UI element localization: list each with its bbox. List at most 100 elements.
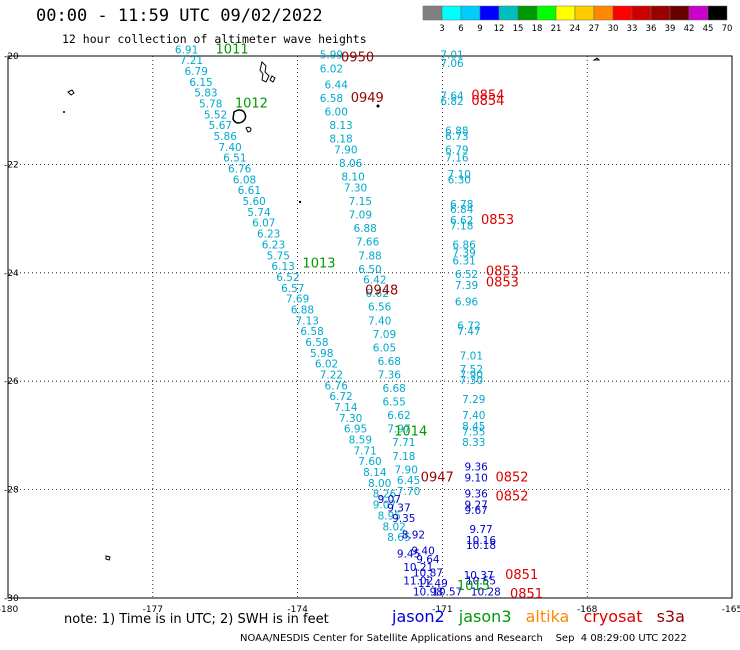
legend-swatch: [669, 5, 690, 21]
wave-height-jason2: 10.55: [466, 575, 496, 587]
wave-height-jason3: 8.33: [462, 437, 485, 449]
legend-swatch: [707, 5, 728, 21]
legend-swatch: [498, 5, 519, 21]
wave-height-jason2: 8.92: [402, 529, 425, 541]
axis-labels: -180 -177 -174 -171 -168 -165 -20 -22 -24 -26 -28 -…: [0, 52, 740, 615]
wave-height-jason3: 7.90: [460, 369, 483, 381]
wave-height-jason3: 7.30: [339, 413, 362, 425]
legend-tick-label: 45: [703, 24, 714, 34]
legend-swatch: [688, 5, 709, 21]
wave-height-jason3: 7.13: [296, 315, 319, 327]
wave-height-jason3: 7.47: [457, 326, 480, 338]
wave-height-jason2: 10.18: [466, 540, 496, 552]
wave-height-jason3: 7.71: [392, 437, 415, 449]
map-frame: [7, 55, 733, 599]
wave-height-jason3: 9.07: [373, 500, 396, 512]
pass-time-label: 0851: [510, 587, 543, 602]
wave-height-jason2: 10.37: [464, 570, 494, 582]
wave-height-jason3: 7.18: [450, 220, 473, 232]
pass-time-label: 0853: [481, 213, 514, 228]
pass-time-label: 1015: [457, 579, 490, 594]
wave-height-jason3: 6.68: [378, 356, 401, 368]
wave-height-jason3: 8.95: [378, 510, 401, 522]
legend-swatch: [536, 5, 557, 21]
wave-height-jason3: 6.91: [175, 44, 198, 56]
wave-height-jason3: 7.90: [334, 145, 357, 157]
wave-height-jason2: 10.57: [432, 586, 462, 598]
wave-height-jason3: 7.40: [218, 142, 241, 154]
legend-tick-label: 18: [532, 24, 543, 34]
wave-height-jason2: 9.35: [392, 513, 415, 525]
wave-height-jason3: 8.59: [349, 435, 372, 447]
pass-time-label: 0852: [495, 470, 528, 485]
pass-time-label: 0947: [421, 470, 454, 485]
legend-tick-label: 24: [570, 24, 581, 34]
wave-height-jason3: 8.10: [341, 172, 364, 184]
satellite-legend: jason2 jason3 altika cryosat s3a: [392, 607, 694, 626]
island-shape: [105, 555, 111, 561]
wave-height-jason3: 6.82: [440, 96, 463, 108]
lat-tick-label: -22: [4, 160, 19, 170]
island-outlines: [63, 57, 601, 561]
legend-swatch: [574, 5, 595, 21]
wave-height-jason3: 8.65: [387, 532, 410, 544]
pass-time-label: 0950: [341, 50, 374, 65]
wave-height-jason2: 10.87: [413, 567, 443, 579]
wave-height-jason3: 6.76: [325, 380, 349, 392]
wave-height-jason3: 6.61: [238, 185, 261, 197]
wave-height-jason3: 5.78: [199, 98, 222, 110]
wave-height-jason3: 6.58: [300, 326, 323, 338]
wave-height-jason3: 6.88: [291, 304, 314, 316]
wave-height-jason3: 7.88: [358, 250, 381, 262]
island-shape: [67, 89, 75, 96]
wave-height-jason3: 7.06: [440, 58, 464, 70]
credit-line: NOAA/NESDIS Center for Satellite Applica…: [240, 633, 687, 644]
wave-height-jason3: 7.01: [460, 351, 483, 363]
wave-height-jason2: 9.77: [469, 524, 492, 536]
pass-time-label: 1011: [216, 42, 249, 57]
wave-height-jason3: 7.15: [349, 196, 372, 208]
wave-height-jason3: 5.83: [194, 88, 217, 100]
legend-tick-label: 42: [684, 24, 695, 34]
wave-height-jason3: 8.02: [382, 521, 405, 533]
pass-time-label: 1014: [394, 424, 427, 439]
wave-height-jason3: 6.31: [452, 256, 475, 268]
wave-height-jason2: 9.36: [464, 462, 488, 474]
wave-height-jason3: 7.09: [349, 210, 372, 222]
lon-tick-label: -171: [432, 605, 452, 615]
legend-tick-label: 39: [665, 24, 676, 34]
wave-height-jason3: 6.78: [450, 199, 473, 211]
lon-tick-label: -168: [577, 605, 598, 615]
legend-swatch: [479, 5, 500, 21]
wave-height-jason3: 7.40: [368, 315, 391, 327]
pass-time-label: 1012: [235, 96, 268, 111]
wave-height-jason2: 9.07: [378, 494, 401, 506]
wave-height-jason3: 6.52: [276, 272, 299, 284]
island-dot: [298, 200, 302, 204]
wave-height-jason3: 6.58: [320, 93, 343, 105]
wave-height-jason3: 6.79: [185, 66, 208, 78]
wave-height-jason3: 6.55: [382, 397, 405, 409]
wave-height-jason3: 7.01: [440, 50, 463, 62]
sat-legend-altika: altika: [525, 607, 570, 626]
wave-height-jason2: 9.45: [397, 548, 420, 560]
wave-height-jason3: 7.30: [344, 183, 367, 195]
wave-height-jason2: 9.37: [387, 502, 410, 514]
wave-height-jason3: 6.00: [325, 107, 348, 119]
legend-swatch: [650, 5, 671, 21]
wave-height-jason2: 9.36: [464, 489, 488, 501]
legend-swatches: [422, 5, 728, 21]
wave-height-jason3: 6.45: [397, 475, 420, 487]
wave-height-jason3: 6.42: [363, 275, 386, 287]
wave-height-jason3: 6.88: [445, 126, 468, 138]
legend-tick-label: 3: [439, 24, 444, 34]
wave-height-jason3: 6.02: [315, 359, 338, 371]
wave-height-jason3: 6.05: [373, 342, 396, 354]
wave-height-jason3: 6.62: [450, 215, 473, 227]
pass-time-label: 0854: [471, 88, 504, 103]
wave-height-jason3: 7.14: [334, 402, 358, 414]
legend-tick-label: 27: [589, 24, 600, 34]
wave-height-jason3: 6.23: [257, 229, 280, 241]
legend-swatch: [612, 5, 633, 21]
